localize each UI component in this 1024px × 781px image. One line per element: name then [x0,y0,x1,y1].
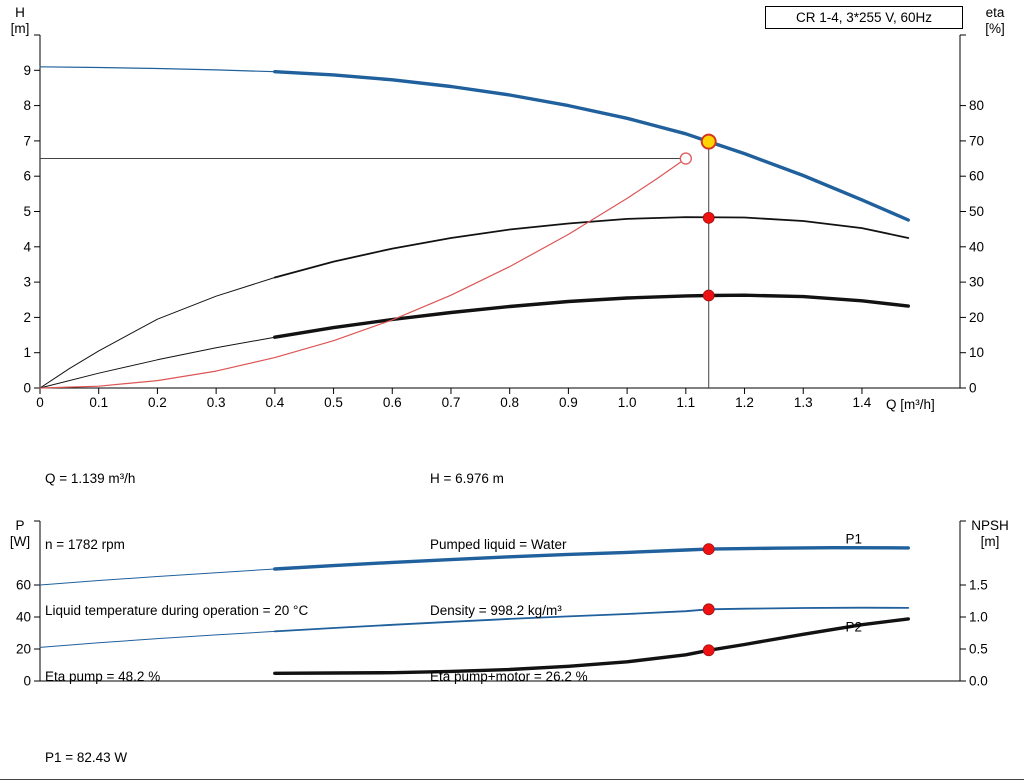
tick-label-x: 1.2 [735,395,754,410]
tick-label-right: 30 [969,275,984,290]
liquid-temperature-value: Liquid temperature during operation = 20… [45,603,309,618]
q-axis-label: Q [m³/h] [886,397,935,412]
pump-model-box: CR 1-4, 3*255 V, 60Hz [765,6,963,29]
tick-label-x: 0.8 [500,395,519,410]
tick-label-x: 0.9 [559,395,578,410]
tick-label-left: 0 [23,674,31,689]
tick-label-x: 0.1 [89,395,108,410]
operating-data-right-column: H = 6.976 m Pumped liquid = Water Densit… [430,424,588,732]
tick-label-x: 1.1 [676,395,695,410]
npsh-axis-unit: [m] [980,534,1000,549]
eta-pump-motor-marker [702,289,715,302]
tick-label-left: 0 [23,381,31,396]
curve-label-p2: P2 [846,619,863,634]
tick-label-x: 1.0 [618,395,637,410]
h-axis-unit: [m] [10,21,30,36]
tick-label-right: 40 [969,239,984,254]
curve-eta-pump-motor [39,336,276,389]
tick-label-x: 0.2 [148,395,167,410]
eta-axis-label: eta [%] [971,5,1019,37]
tick-label-left: 7 [23,133,31,148]
tick-label-x: 0.3 [207,395,226,410]
h-axis-label: H [m] [2,5,38,37]
tick-label-left: 20 [16,642,31,657]
tick-label-right: 50 [969,204,984,219]
curve-eta-pump [39,277,276,389]
curve-eta-pump [273,216,910,279]
tick-label-right: 20 [969,310,984,325]
curve-system-curve [39,157,687,389]
eta-pump-marker [702,211,715,224]
eta-pump-value: Eta pump = 48.2 % [45,669,161,684]
p2-marker [702,603,715,616]
tick-label-x: 0 [36,395,44,410]
density-value: Density = 998.2 kg/m³ [430,603,562,618]
curve-npsh [273,617,910,675]
tick-label-left: 40 [16,610,31,625]
tick-label-left: 60 [16,578,31,593]
curve-head [39,66,276,73]
tick-label-left: 4 [23,239,31,254]
power-npsh-values: P1 = 82.43 W P2 = 44.8 W NPSH = 0.48 m [45,703,139,781]
tick-label-left: 1 [23,345,31,360]
tick-label-right: 10 [969,345,984,360]
tick-label-right: 1.0 [969,610,988,625]
tick-label-right: 80 [969,98,984,113]
p1-marker [702,543,715,556]
tick-label-x: 0.6 [383,395,402,410]
tick-label-left: 9 [23,63,31,78]
eta-pump-motor-value: Eta pump+motor = 26.2 % [430,669,588,684]
tick-label-right: 70 [969,133,984,148]
tick-label-left: 2 [23,310,31,325]
tick-label-x: 1.3 [794,395,813,410]
tick-label-left: 8 [23,98,31,113]
p-axis-unit: [W] [9,534,31,549]
tick-label-x: 1.4 [853,395,872,410]
p1-value: P1 = 82.43 W [45,750,128,765]
rated-point-marker [679,152,693,165]
tick-label-right: 0 [969,381,977,396]
tick-label-left: 5 [23,204,31,219]
curve-head [273,70,910,222]
tick-label-right: 60 [969,169,984,184]
pumped-liquid-value: Pumped liquid = Water [430,537,567,552]
duty-point-marker [700,133,717,150]
tick-label-left: 6 [23,169,31,184]
tick-label-left: 3 [23,275,31,290]
tick-label-right: 0.5 [969,642,988,657]
tick-label-x: 0.4 [265,395,284,410]
eta-axis-symbol: eta [985,5,1005,20]
curve-p1 [273,546,910,571]
p-axis-label: P [W] [2,518,38,550]
npsh-axis-label: NPSH [m] [960,518,1020,550]
speed-value: n = 1782 rpm [45,537,125,552]
npsh-axis-symbol: NPSH [971,518,1009,533]
page-bottom-rule [0,779,1024,780]
operating-data-left-column: Q = 1.139 m³/h n = 1782 rpm Liquid tempe… [45,424,308,732]
curve-p2 [39,630,276,648]
curve-label-p1: P1 [846,531,863,546]
h-axis-symbol: H [15,5,25,20]
tick-label-x: 0.5 [324,395,343,410]
flow-value: Q = 1.139 m³/h [45,471,136,486]
head-value: H = 6.976 m [430,471,504,486]
p-axis-symbol: P [15,518,25,533]
npsh-marker [702,644,715,657]
curve-p2 [273,606,910,633]
tick-label-x: 0.7 [442,395,461,410]
curve-p1 [39,568,276,586]
curve-eta-pump-motor [273,293,910,339]
tick-label-right: 0.0 [969,674,988,689]
tick-label-right: 1.5 [969,578,988,593]
eta-axis-unit: [%] [985,21,1005,36]
